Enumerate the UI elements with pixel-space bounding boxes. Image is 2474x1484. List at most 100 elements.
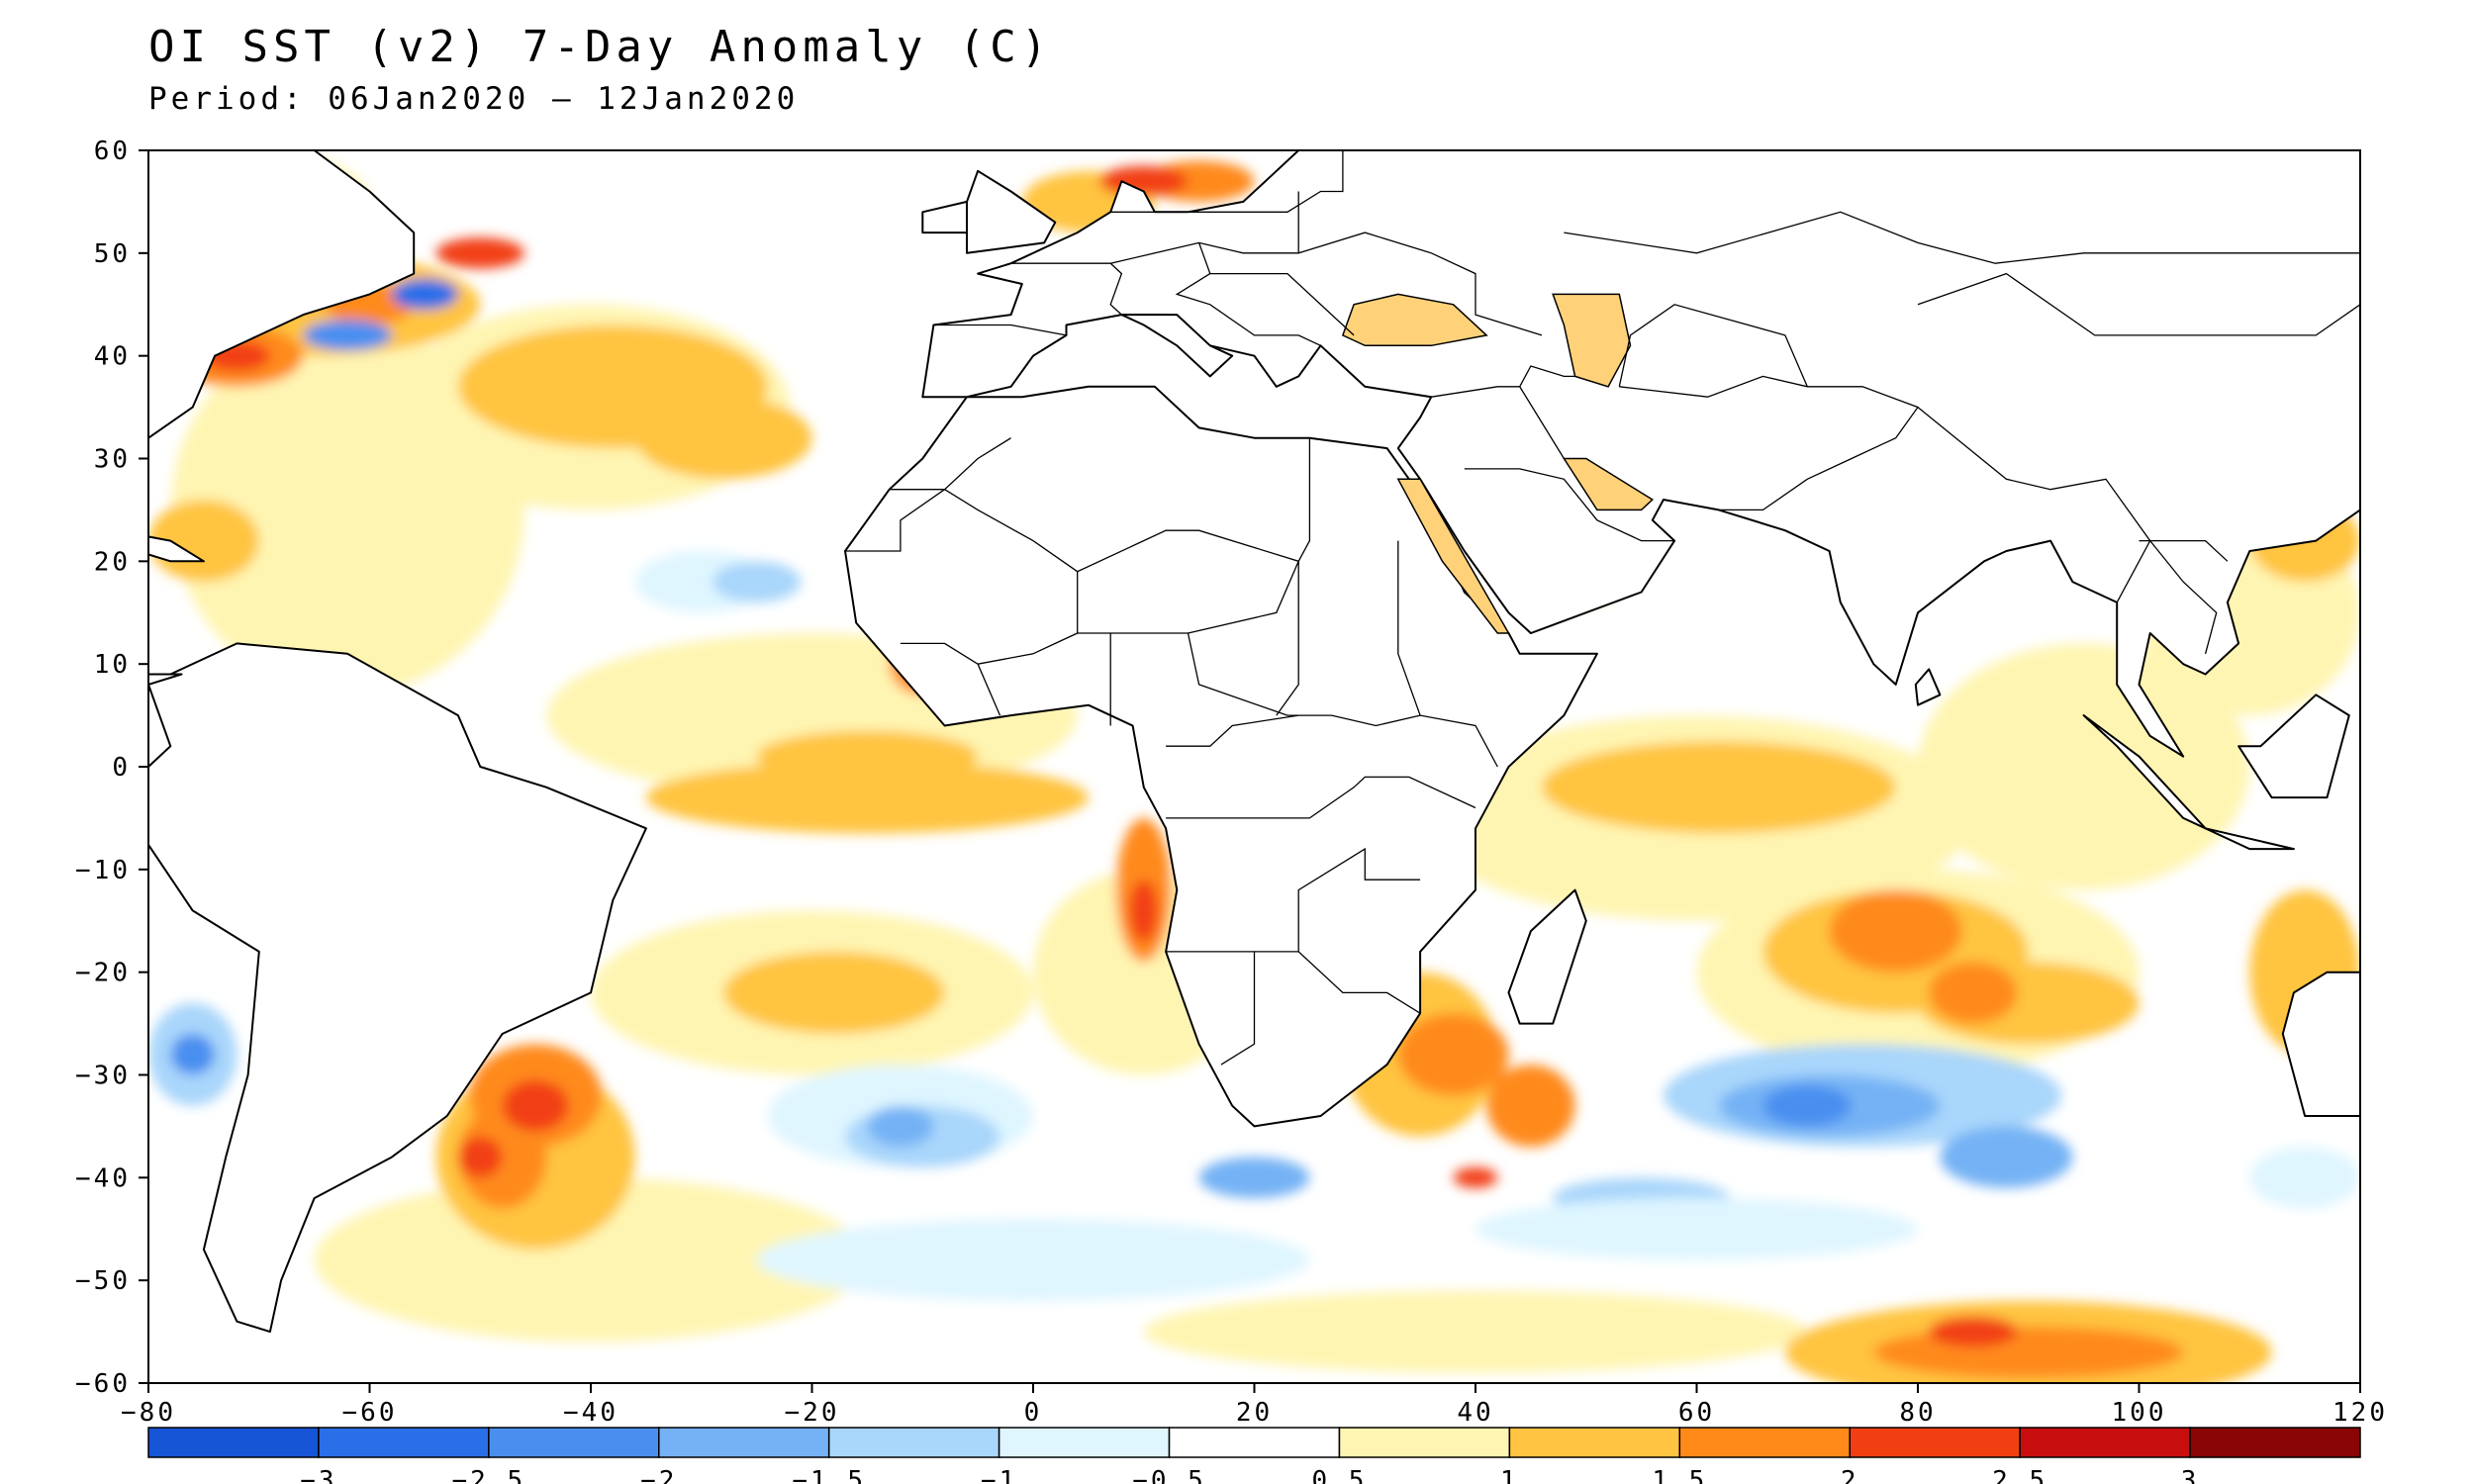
- colorbar-swatch: [1849, 1427, 2021, 1458]
- country-border: [900, 642, 1001, 716]
- colorbar-label: −1: [981, 1466, 1017, 1484]
- country-border: [1917, 272, 2360, 336]
- y-tick-label: 20: [94, 547, 131, 577]
- anomaly-field: [148, 150, 2360, 1383]
- anomaly-patch: [756, 1218, 1310, 1301]
- colorbar-label: −3: [300, 1466, 336, 1484]
- country-border: [1166, 714, 1299, 747]
- colorbar-label: −2.5: [452, 1466, 526, 1484]
- country-border: [1464, 468, 1675, 542]
- country-border: [1010, 262, 1123, 316]
- inland-sea: [1563, 457, 1655, 511]
- y-tick-label: −50: [75, 1266, 131, 1296]
- x-tick-label: 20: [1236, 1398, 1273, 1428]
- x-axis: −80 −60 −40 −20 0 20 40 60 80 100 120: [121, 1383, 2385, 1428]
- country-border: [1188, 150, 1344, 213]
- land-polygon: [148, 535, 205, 563]
- x-tick-label: −80: [121, 1398, 176, 1428]
- colorbar-swatch: [658, 1427, 830, 1458]
- land-polygon: [2281, 971, 2360, 1117]
- colorbar-label: −1.5: [792, 1466, 866, 1484]
- anomaly-patch: [756, 730, 979, 783]
- anomaly-patch: [391, 278, 458, 310]
- anomaly-patch: [1486, 1065, 1575, 1148]
- country-border: [1431, 386, 1565, 459]
- colorbar-label: 1.5: [1652, 1466, 1707, 1484]
- colorbar-swatch: [2019, 1427, 2191, 1458]
- land-polygon: [844, 385, 1598, 1128]
- y-tick-label: −40: [75, 1163, 131, 1193]
- y-tick-label: −20: [75, 959, 131, 988]
- country-border: [1297, 847, 1421, 952]
- y-tick-label: 10: [94, 650, 131, 680]
- anomaly-patches: [148, 150, 2360, 1383]
- colorbar-label: 3: [2181, 1466, 2200, 1484]
- colorbar-label: 1: [1500, 1466, 1519, 1484]
- y-tick-label: −60: [75, 1369, 131, 1399]
- anomaly-patch: [435, 237, 524, 269]
- inland-sea: [1396, 478, 1510, 634]
- colorbar-swatch: [147, 1427, 320, 1458]
- x-tick-label: 80: [1899, 1398, 1936, 1428]
- country-border: [1110, 232, 1543, 336]
- anomaly-patch: [1542, 741, 1896, 834]
- y-tick-label: 30: [94, 445, 131, 475]
- anomaly-patch: [645, 761, 1089, 834]
- inland-sea: [1341, 293, 1488, 347]
- anomaly-patch: [712, 561, 802, 603]
- anomaly-patch: [170, 1033, 216, 1075]
- colorbar-label: 0.5: [1311, 1466, 1367, 1484]
- anomaly-patch: [1129, 880, 1159, 942]
- y-tick-label: −30: [75, 1062, 131, 1091]
- land-polygon: [921, 200, 968, 234]
- anomaly-patch: [457, 1136, 503, 1178]
- land-masses: [148, 150, 2360, 1334]
- colorbar-label: −2: [640, 1466, 677, 1484]
- map-title: OI SST (v2) 7-Day Anomaly (C): [148, 22, 1053, 72]
- anomaly-patch: [502, 1079, 569, 1132]
- country-border: [1917, 407, 2151, 603]
- country-border: [1564, 211, 2360, 264]
- colorbar-swatch: [1508, 1427, 1681, 1458]
- colorbar-swatch: [1338, 1427, 1511, 1458]
- country-border: [1220, 951, 1256, 1066]
- land-polygon: [1120, 314, 1234, 378]
- anomaly-patch: [1829, 889, 1962, 973]
- colorbar-swatch: [998, 1427, 1171, 1458]
- x-tick-label: 100: [2112, 1398, 2167, 1428]
- country-border: [889, 437, 1011, 491]
- colorbar: −3 −2.5 −2 −1.5 −1 −0.5 0.5 1 1.5 2 2.5 3: [147, 1427, 2361, 1484]
- x-tick-label: 0: [1024, 1398, 1043, 1428]
- anomaly-patch: [867, 1105, 934, 1148]
- x-tick-label: −20: [785, 1398, 840, 1428]
- map-period: Period: 06Jan2020 – 12Jan2020: [148, 81, 800, 117]
- y-tick-label: 60: [94, 137, 131, 166]
- land-polygon: [148, 150, 416, 686]
- country-border: [1519, 365, 1575, 388]
- country-border: [933, 324, 1067, 336]
- x-tick-label: 60: [1678, 1398, 1715, 1428]
- anomaly-patch: [314, 1177, 868, 1343]
- country-border: [1077, 571, 1421, 727]
- country-border: [1618, 304, 1808, 388]
- anomaly-patch: [634, 397, 812, 480]
- colorbar-swatch: [318, 1427, 490, 1458]
- anomaly-patch: [723, 951, 945, 1034]
- anomaly-patch: [1929, 962, 2018, 1024]
- country-border: [2139, 539, 2229, 562]
- country-border: [1188, 561, 1299, 634]
- colorbar-swatch: [1678, 1427, 1851, 1458]
- country-border: [1276, 561, 1299, 716]
- country-border: [944, 437, 1311, 573]
- country-border: [1166, 776, 1476, 819]
- colorbar-swatch: [488, 1427, 660, 1458]
- country-border: [845, 489, 945, 552]
- x-tick-label: 40: [1457, 1398, 1493, 1428]
- land-polygon: [2082, 714, 2207, 830]
- anomaly-patch: [1940, 1126, 2073, 1188]
- colorbar-label: 2: [1841, 1466, 1859, 1484]
- anomaly-patch: [1143, 1290, 1808, 1373]
- land-polygon: [1914, 668, 1942, 706]
- colorbar-label: −0.5: [1132, 1466, 1206, 1484]
